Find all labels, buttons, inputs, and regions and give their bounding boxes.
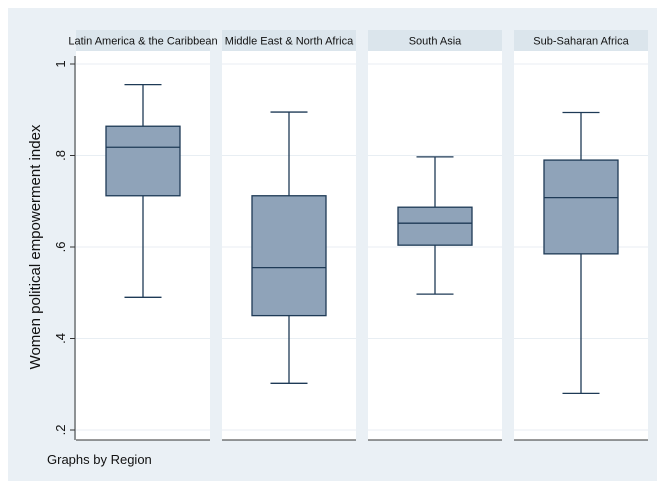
panel-header [368,30,502,51]
y-tick-label: .2 [53,425,68,436]
panel-title: Middle East & North Africa [225,36,354,48]
y-axis-title: Women political empowerment index [27,124,44,369]
y-tick-label: 1 [53,60,68,67]
y-tick-label: .6 [53,242,68,253]
panel-title: Sub-Saharan Africa [533,36,629,48]
iqr-box [397,206,473,246]
y-tick-label: .4 [53,333,68,344]
iqr-box [543,159,619,255]
y-tick-label: .8 [53,150,68,161]
panel-title: Latin America & the Caribbean [68,36,217,48]
panel-title: South Asia [409,36,462,48]
panel-header [76,30,210,51]
panel-header [514,30,648,51]
panel-header [222,30,356,51]
iqr-box [105,125,181,197]
iqr-box [251,195,327,317]
graphs-by-note: Graphs by Region [47,452,152,467]
